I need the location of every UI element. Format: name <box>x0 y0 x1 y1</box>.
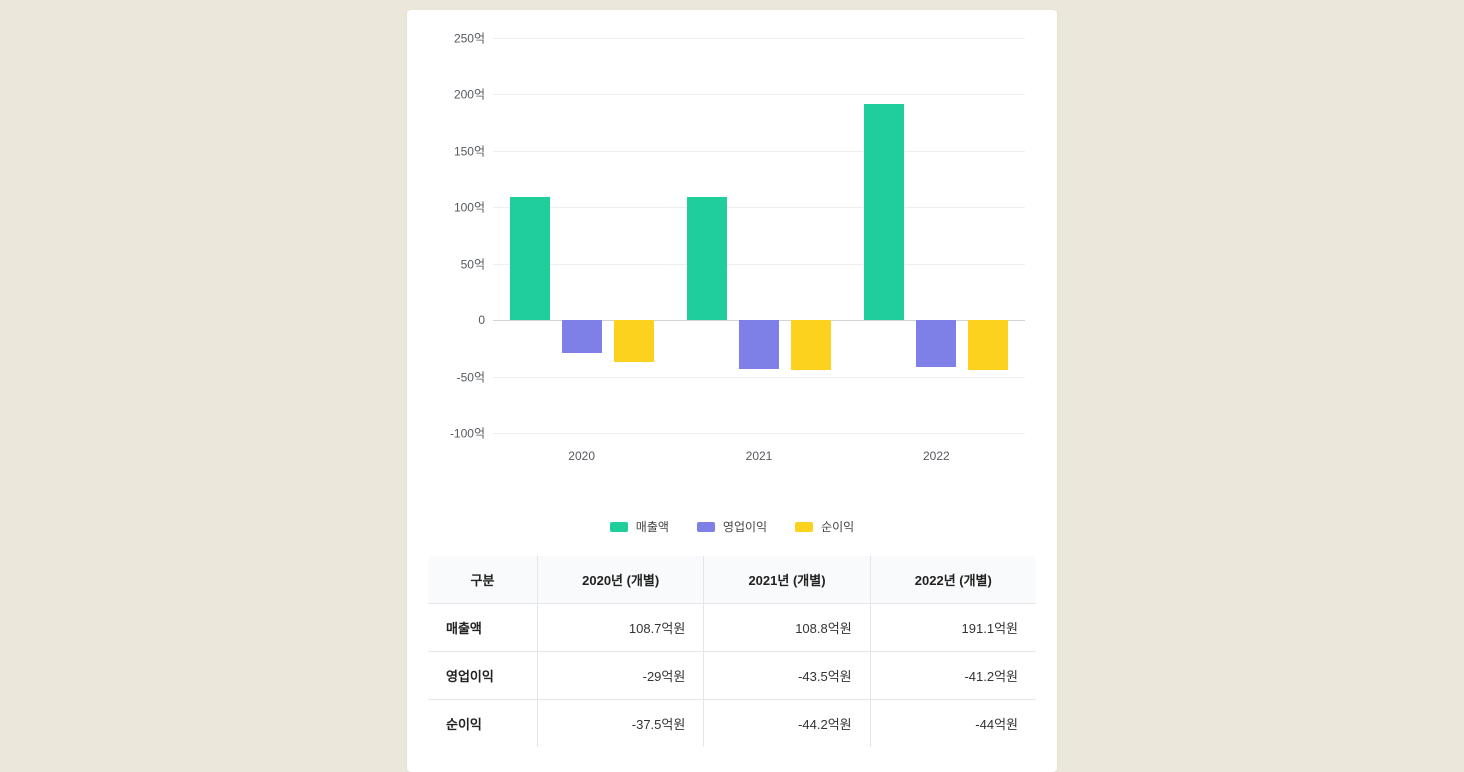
table-header: 2021년 (개별) <box>704 556 870 604</box>
y-tick-label: 200억 <box>427 86 485 103</box>
row-label: 순이익 <box>428 700 538 748</box>
y-tick-label: 0 <box>427 313 485 327</box>
gridline <box>493 264 1025 265</box>
y-tick-label: 250억 <box>427 30 485 47</box>
y-tick-label: -100억 <box>427 425 485 442</box>
table-cell: 108.7억원 <box>538 604 704 652</box>
bar-매출액 <box>864 104 904 320</box>
legend-label: 매출액 <box>636 518 669 535</box>
bar-순이익 <box>968 320 1008 370</box>
legend-swatch <box>610 522 628 532</box>
bar-영업이익 <box>916 320 956 366</box>
table-row: 영업이익-29억원-43.5억원-41.2억원 <box>428 652 1037 700</box>
y-tick-label: 50억 <box>427 255 485 272</box>
table-header: 2022년 (개별) <box>870 556 1036 604</box>
bar-영업이익 <box>739 320 779 369</box>
legend-label: 순이익 <box>821 518 854 535</box>
gridline <box>493 94 1025 95</box>
table-header: 2020년 (개별) <box>538 556 704 604</box>
legend-swatch <box>795 522 813 532</box>
table-header: 구분 <box>428 556 538 604</box>
table-cell: 191.1억원 <box>870 604 1036 652</box>
row-label: 영업이익 <box>428 652 538 700</box>
legend-item: 순이익 <box>795 518 854 535</box>
chart-area: -100억 -50억 0 50억 100억 150억 200억 250억 2020 2021 202… <box>427 30 1037 470</box>
gridline <box>493 38 1025 39</box>
gridline <box>493 151 1025 152</box>
y-tick-label: -50억 <box>427 368 485 385</box>
bar-매출액 <box>510 197 550 320</box>
gridline <box>493 207 1025 208</box>
x-tick-label: 2021 <box>746 449 773 463</box>
x-tick-label: 2022 <box>923 449 950 463</box>
table-cell: -44.2억원 <box>704 700 870 748</box>
table-row: 매출액108.7억원108.8억원191.1억원 <box>428 604 1037 652</box>
data-table: 구분2020년 (개별)2021년 (개별)2022년 (개별) 매출액108.… <box>427 555 1037 748</box>
bar-순이익 <box>791 320 831 370</box>
legend-swatch <box>697 522 715 532</box>
plot-area: -100억-50억050억100억150억200억250억20202021202… <box>493 38 1025 433</box>
x-tick-label: 2020 <box>568 449 595 463</box>
table-cell: -44억원 <box>870 700 1036 748</box>
table-cell: 108.8억원 <box>704 604 870 652</box>
table-cell: -41.2억원 <box>870 652 1036 700</box>
bar-매출액 <box>687 197 727 320</box>
bar-순이익 <box>614 320 654 362</box>
legend-label: 영업이익 <box>723 518 767 535</box>
row-label: 매출액 <box>428 604 538 652</box>
table-cell: -37.5억원 <box>538 700 704 748</box>
bar-영업이익 <box>562 320 602 353</box>
gridline <box>493 377 1025 378</box>
legend-item: 매출액 <box>610 518 669 535</box>
table-cell: -29억원 <box>538 652 704 700</box>
y-tick-label: 150억 <box>427 142 485 159</box>
legend: 매출액 영업이익 순이익 <box>427 518 1037 535</box>
table-row: 순이익-37.5억원-44.2억원-44억원 <box>428 700 1037 748</box>
legend-item: 영업이익 <box>697 518 767 535</box>
y-tick-label: 100억 <box>427 199 485 216</box>
chart-card: -100억 -50억 0 50억 100억 150억 200억 250억 2020 2021 202… <box>407 10 1057 772</box>
gridline <box>493 433 1025 434</box>
table-cell: -43.5억원 <box>704 652 870 700</box>
